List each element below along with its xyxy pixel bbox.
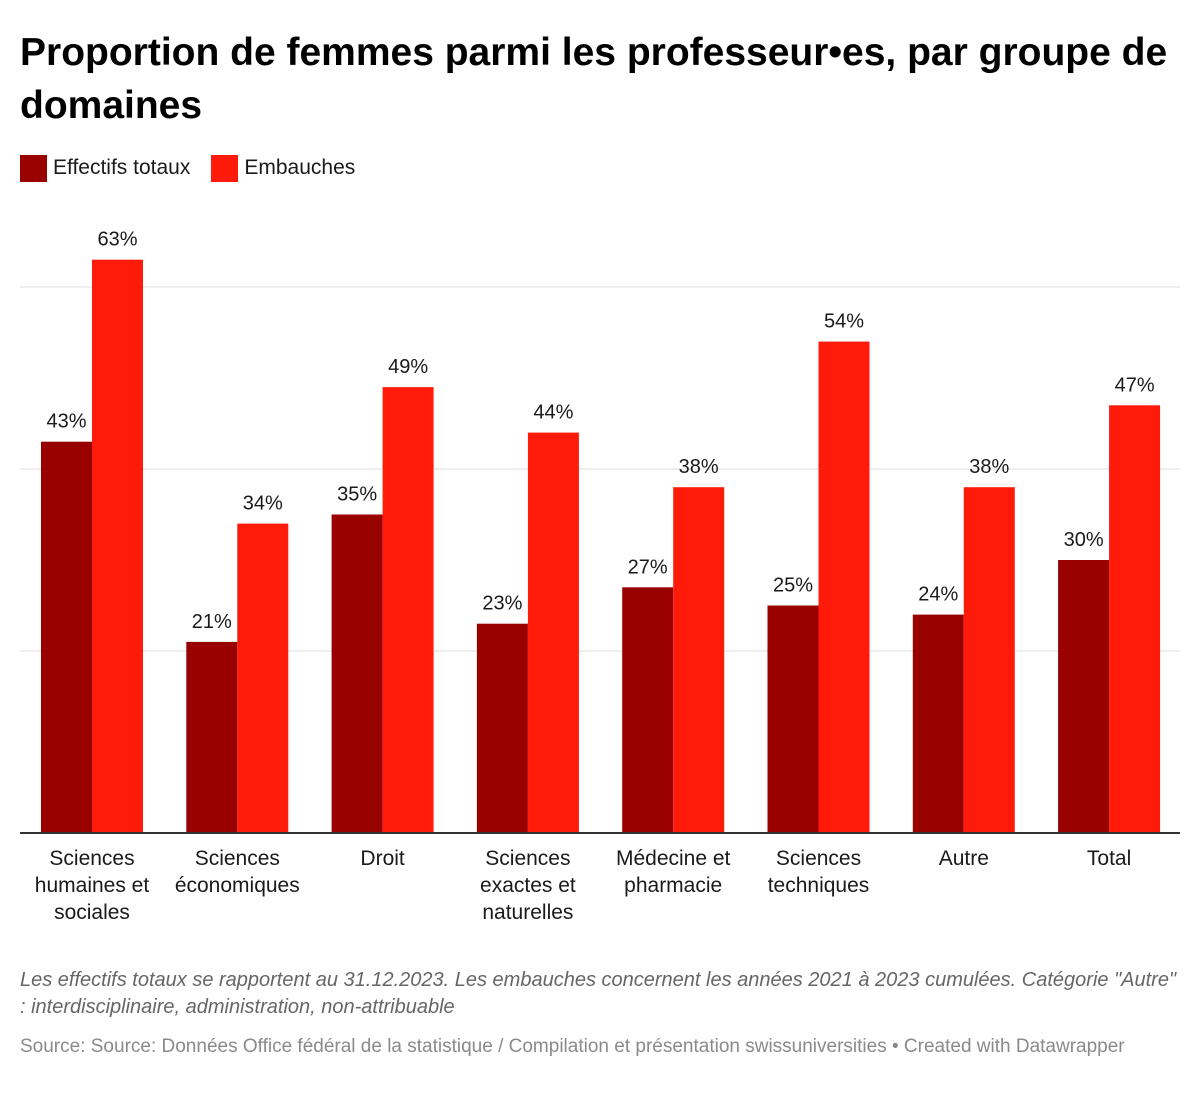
bar-effectifs (912, 614, 964, 833)
bar-effectifs (767, 605, 819, 833)
legend-item-embauches: Embauches (211, 154, 356, 182)
bar-embauches (237, 523, 289, 833)
value-label-embauches: 44% (533, 402, 573, 424)
value-label-effectifs: 35% (337, 484, 377, 506)
category-label: Autre (939, 847, 989, 870)
bar-embauches (673, 487, 725, 833)
value-label-effectifs: 25% (773, 575, 813, 597)
value-label-embauches: 54% (824, 311, 864, 333)
bar-effectifs (41, 441, 92, 833)
bar-embauches (382, 387, 434, 833)
value-label-embauches: 47% (1115, 374, 1155, 396)
category-label: Sciences (195, 847, 280, 870)
category-label: sociales (54, 901, 130, 924)
category-label: Droit (360, 847, 405, 870)
category-label: Total (1087, 847, 1131, 870)
chart-source: Source: Source: Données Office fédéral d… (20, 1036, 1125, 1057)
value-label-effectifs: 27% (628, 556, 668, 578)
value-label-effectifs: 43% (46, 411, 86, 433)
legend-swatch-effectifs (20, 154, 47, 182)
category-label: techniques (768, 874, 870, 897)
value-label-embauches: 38% (679, 456, 719, 478)
bar-effectifs (1058, 560, 1110, 833)
value-label-effectifs: 30% (1064, 529, 1104, 551)
legend-label-effectifs: Effectifs totaux (53, 156, 191, 179)
bar-effectifs (622, 587, 674, 833)
value-label-effectifs: 24% (918, 584, 958, 606)
value-label-effectifs: 23% (482, 593, 522, 615)
bar-effectifs (331, 514, 383, 833)
legend-swatch-embauches (211, 154, 239, 182)
value-label-embauches: 49% (388, 356, 428, 378)
chart-title: Proportion de femmes parmi les professeu… (20, 31, 1168, 127)
value-label-embauches: 34% (243, 493, 283, 515)
legend-label-embauches: Embauches (244, 156, 356, 179)
value-label-embauches: 63% (97, 229, 137, 251)
category-label: humaines et (35, 874, 150, 897)
category-label: Sciences (776, 847, 861, 870)
bar-embauches (818, 341, 870, 833)
bar-embauches (92, 259, 143, 833)
category-label: économiques (175, 874, 300, 897)
bar-effectifs (186, 641, 238, 833)
bar-effectifs (476, 623, 528, 833)
legend-item-effectifs: Effectifs totaux (20, 154, 191, 182)
bar-embauches (527, 432, 579, 833)
value-label-embauches: 38% (969, 456, 1009, 478)
category-label: Médecine et (616, 847, 731, 870)
bar-embauches (963, 487, 1015, 833)
bar-chart: 43% 63% Sciences humaines et sociales 21% 34% S… (20, 229, 1180, 924)
value-label-effectifs: 21% (192, 611, 232, 633)
bar-embauches (1109, 405, 1161, 833)
chart-legend: Effectifs totaux Embauches (20, 153, 376, 183)
category-label: naturelles (482, 901, 573, 924)
category-label: Sciences (485, 847, 570, 870)
category-label: exactes et (480, 874, 576, 897)
category-label: pharmacie (624, 874, 722, 897)
chart-notes: Les effectifs totaux se rapportent au 31… (20, 969, 1177, 1018)
category-label: Sciences (49, 847, 134, 870)
